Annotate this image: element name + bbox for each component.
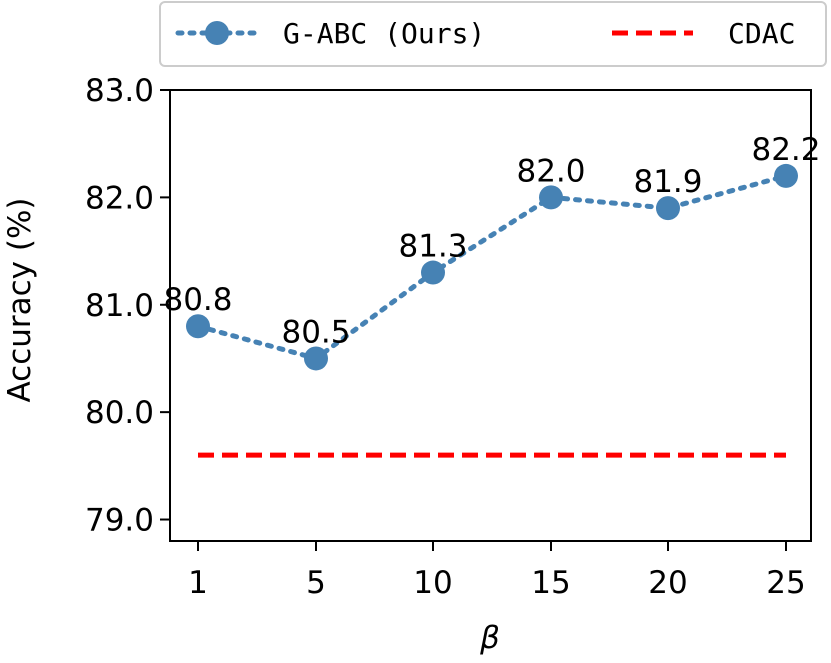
x-axis: 1 5 10 15 20 25 xyxy=(188,541,806,601)
legend-label-cdac: CDAC xyxy=(728,17,795,50)
y-tick-label: 79.0 xyxy=(85,503,154,539)
legend-frame xyxy=(159,1,827,67)
gabc-data-label: 80.8 xyxy=(163,282,232,318)
legend: G-ABC (Ours) CDAC xyxy=(159,1,827,67)
gabc-data-label: 82.2 xyxy=(751,132,820,168)
gabc-point xyxy=(421,260,445,285)
x-tick-label: 10 xyxy=(413,565,452,601)
legend-label-gabc: G-ABC (Ours) xyxy=(283,17,485,50)
y-axis-label: Accuracy (%) xyxy=(2,197,38,402)
y-tick-label: 82.0 xyxy=(85,180,154,216)
plot-area-frame xyxy=(169,89,812,542)
x-tick-label: 25 xyxy=(766,565,805,601)
gabc-data-label: 80.5 xyxy=(281,314,350,350)
x-tick-label: 1 xyxy=(188,565,208,601)
gabc-data-label: 82.0 xyxy=(516,153,585,189)
y-axis: 79.0 80.0 81.0 82.0 83.0 xyxy=(85,73,170,539)
gabc-point xyxy=(186,314,210,339)
gabc-point xyxy=(539,185,563,210)
gabc-point xyxy=(656,196,680,221)
x-axis-label: β xyxy=(479,620,500,656)
y-tick-label: 80.0 xyxy=(85,395,154,431)
gabc-data-label: 81.3 xyxy=(398,229,467,265)
series-gabc xyxy=(186,163,798,371)
gabc-data-label: 81.9 xyxy=(633,164,702,200)
x-tick-label: 15 xyxy=(531,565,570,601)
y-tick-label: 83.0 xyxy=(85,73,154,109)
gabc-point xyxy=(304,346,328,371)
x-tick-label: 5 xyxy=(306,565,326,601)
data-labels: 80.8 80.5 81.3 82.0 81.9 82.2 xyxy=(163,132,820,351)
legend-marker-gabc xyxy=(205,21,229,45)
x-tick-label: 20 xyxy=(648,565,687,601)
gabc-line xyxy=(195,173,789,362)
gabc-point xyxy=(774,163,798,188)
y-tick-label: 81.0 xyxy=(85,288,154,324)
